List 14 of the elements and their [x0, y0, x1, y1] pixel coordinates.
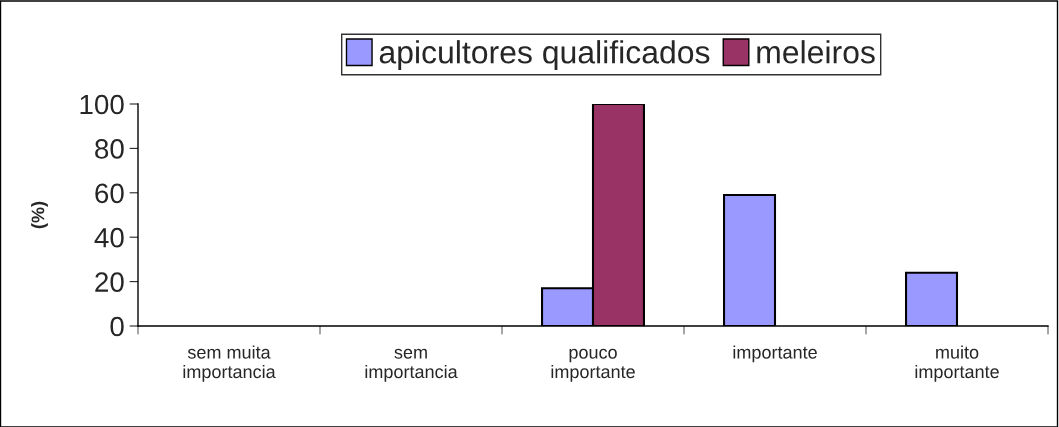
x-tick-label: muito importante [915, 345, 999, 382]
x-tick-label: pouco importante [551, 348, 635, 382]
y-tick-label: 100 [80, 94, 124, 115]
x-tick-label: importante [733, 345, 817, 363]
legend-label: meleiros [757, 40, 875, 64]
y-tick-label: 40 [94, 227, 124, 248]
legend-label: apicultores qualificados [379, 40, 710, 70]
x-tick-label: sem importancia [365, 348, 458, 382]
y-tick-label: 0 [110, 316, 124, 337]
y-tick-label: 80 [95, 139, 124, 159]
y-tick-label: 20 [95, 272, 124, 292]
x-tick-label: sem muita importancia [183, 345, 276, 382]
y-axis-title: (%) [31, 201, 48, 229]
y-tick-label: 60 [95, 183, 124, 204]
